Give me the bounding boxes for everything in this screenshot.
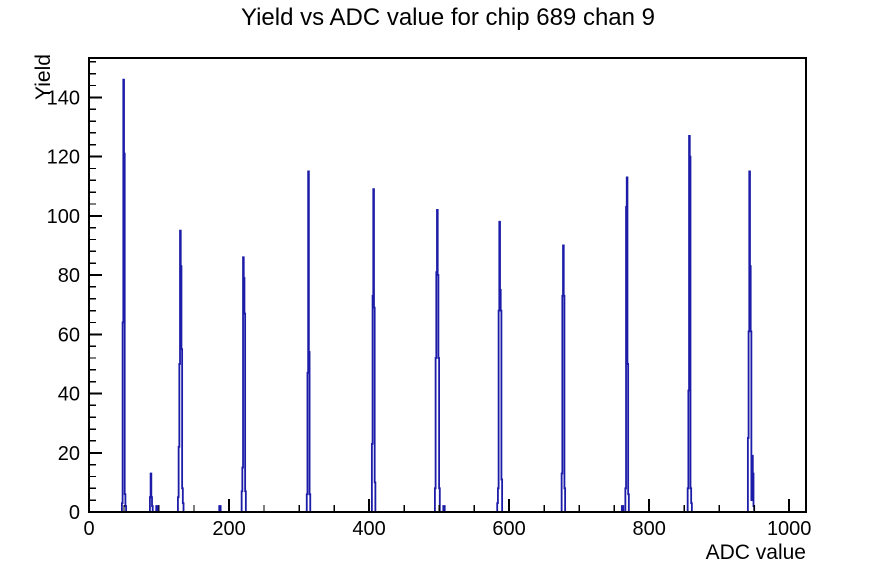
y-tick-label: 140 [47,87,80,109]
x-tick-label: 0 [83,518,94,540]
y-tick-label: 0 [69,502,80,524]
x-tick-label: 1000 [767,518,812,540]
histogram-line [89,78,806,513]
x-tick-label: 200 [212,518,245,540]
x-axis-title: ADC value [705,541,806,564]
y-tick-label: 80 [58,265,80,287]
y-tick-label: 100 [47,206,80,228]
y-tick-label: 40 [58,384,80,406]
y-tick-label: 60 [58,324,80,346]
plot-frame [88,57,807,513]
x-tick-label: 600 [492,518,525,540]
x-tick-label: 400 [352,518,385,540]
x-tick-label: 800 [632,518,665,540]
y-tick-label: 20 [58,443,80,465]
chart-title: Yield vs ADC value for chip 689 chan 9 [240,4,655,31]
y-tick-label: 120 [47,147,80,169]
